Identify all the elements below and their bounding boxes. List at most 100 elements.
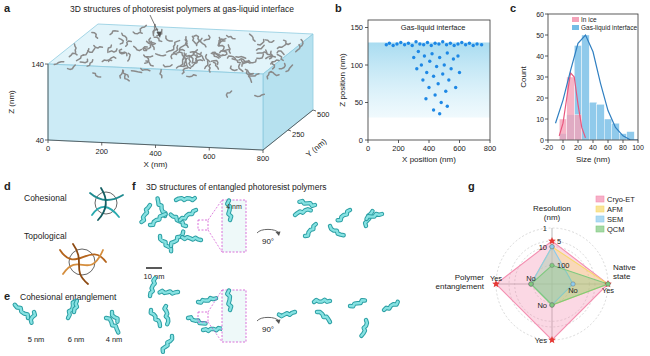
x-tick-label: 800 <box>257 154 270 163</box>
point <box>441 40 444 43</box>
polymer-chain <box>188 317 206 323</box>
point <box>458 71 461 74</box>
y-tick-label: 20 <box>536 95 544 102</box>
point <box>449 42 452 45</box>
x-tick <box>263 150 264 153</box>
polymer-chain-highlight <box>350 300 365 306</box>
polymer-chain <box>68 301 76 318</box>
x-tick <box>563 140 564 143</box>
z-tick <box>45 140 48 141</box>
polymer-blob <box>249 74 252 82</box>
x-tick-label: 400 <box>423 144 436 153</box>
legend-label: SEM <box>607 215 623 224</box>
point <box>395 42 398 45</box>
entangle-ring <box>69 249 95 275</box>
point <box>468 42 471 45</box>
bar <box>597 104 605 140</box>
polymer-chain <box>314 300 330 302</box>
polymer-blob <box>160 70 162 78</box>
polymer-chain-highlight <box>367 214 382 219</box>
point <box>420 63 423 66</box>
polymer-blob <box>68 65 76 69</box>
point <box>407 42 410 45</box>
panel-title: 3D structures of entangled photoresist p… <box>146 182 326 192</box>
size-label: 4 nm <box>106 335 123 344</box>
polymer-blob <box>249 60 256 63</box>
polymer-blob <box>182 68 187 74</box>
polymer-blob <box>242 61 249 67</box>
y-tick <box>288 130 291 131</box>
x-tick <box>578 140 579 143</box>
size-label: 6 nm <box>68 335 85 344</box>
polymer-blob <box>296 45 300 52</box>
x-tick <box>459 140 460 143</box>
x-tick <box>548 140 549 143</box>
polymer-chain-highlight <box>176 198 195 200</box>
point <box>464 43 467 46</box>
y-tick-label: 100 <box>350 61 363 70</box>
panel-letter: a <box>4 2 11 14</box>
chain-icon <box>90 193 123 200</box>
y-tick-label: 500 <box>317 110 330 119</box>
point <box>447 78 450 81</box>
polymer-blob <box>120 52 127 56</box>
point <box>432 75 435 78</box>
radar-tick-label: Yes <box>602 286 614 295</box>
axis-label: Resolution <box>533 204 571 213</box>
legend-label: Cryo-ET <box>607 195 635 204</box>
point <box>426 41 429 44</box>
radar-area <box>531 265 608 305</box>
polymer-blob <box>250 34 255 41</box>
zoom-line <box>208 230 222 252</box>
polymer-blob <box>257 52 267 53</box>
rotate-arrow-head <box>276 320 281 325</box>
polymer-blob <box>166 36 172 41</box>
polymer-blob <box>54 62 63 65</box>
point <box>436 82 439 85</box>
polymer-blob <box>191 60 197 67</box>
polymer-blob <box>93 73 101 77</box>
x-tick-label: 200 <box>95 147 108 156</box>
polymer-blob <box>149 38 154 43</box>
point <box>427 86 430 89</box>
polymer-chain-highlight <box>295 209 311 215</box>
polymer-blob <box>199 41 206 47</box>
polymer-blob <box>192 36 195 44</box>
x-tick <box>490 140 491 143</box>
bar <box>604 119 612 140</box>
point <box>456 54 459 57</box>
zoom-line <box>208 290 222 312</box>
x-tick-label: 0 <box>366 144 370 153</box>
y-tick <box>365 102 368 103</box>
polymer-blob <box>206 55 210 62</box>
polymer-blob <box>145 57 149 63</box>
polymer-blob <box>239 64 243 71</box>
polymer-chain-highlight <box>15 305 28 318</box>
point <box>437 42 440 45</box>
polymer-chain <box>164 306 168 324</box>
polymer-blob <box>286 65 292 71</box>
panel-letter: c <box>510 2 516 14</box>
point <box>399 41 402 44</box>
z-tick <box>45 64 48 65</box>
radar-tick-label: 5 <box>557 237 561 246</box>
polymer-blob <box>277 44 286 48</box>
point <box>423 54 426 57</box>
polymer-chain <box>305 224 316 236</box>
polymer-chain <box>317 312 330 322</box>
polymer-blob <box>209 64 210 72</box>
polymer-blob <box>167 47 174 52</box>
legend-swatch <box>572 17 579 22</box>
y-tick-label: 10 <box>536 116 544 123</box>
point <box>421 78 424 81</box>
panel-title: Cohesional entanglement <box>20 292 117 302</box>
zoom-line <box>208 322 222 342</box>
polymer-blob <box>277 51 284 55</box>
radar-area <box>496 241 608 340</box>
polymer-chain-highlight <box>163 336 172 352</box>
bar <box>589 102 597 140</box>
polymer-blob <box>120 70 123 78</box>
polymer-blob <box>228 45 230 53</box>
z-tick-label: 140 <box>31 60 44 69</box>
panel-title: 3D structures of photoresist polymers at… <box>70 4 294 14</box>
